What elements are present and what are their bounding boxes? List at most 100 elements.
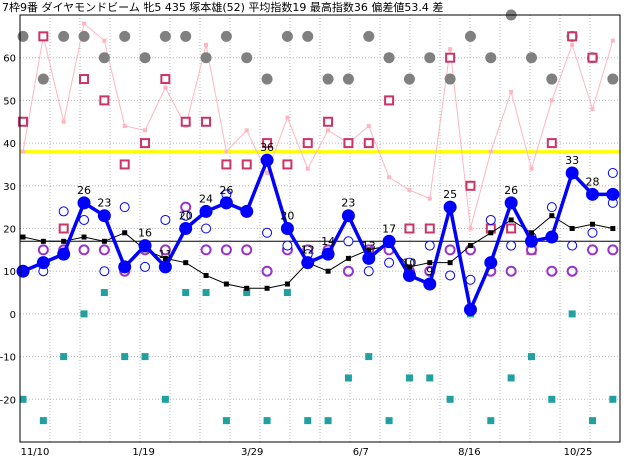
blue-open-marker (99, 266, 110, 277)
pink-point (305, 166, 310, 171)
pink-point (610, 38, 615, 43)
average-point (264, 285, 270, 291)
square-marker (302, 138, 313, 149)
pink-point (21, 149, 25, 154)
gray-marker (58, 30, 70, 42)
pink-point (549, 98, 554, 103)
index-data-label: 20 (179, 210, 193, 223)
average-point (589, 221, 595, 227)
purple-marker (159, 244, 171, 256)
teal-marker (202, 289, 210, 297)
average-point (40, 238, 46, 244)
marker-layer (17, 9, 619, 425)
square-marker (160, 74, 171, 85)
teal-marker (141, 353, 149, 361)
data-labels: 26 23 16 11 20 24 26 36 20 12 14 23 13 17 10 9 25 26 33 28 (77, 141, 599, 278)
index-point (240, 204, 254, 218)
x-tick-label: 10/25 (564, 447, 593, 458)
pink-point (326, 128, 331, 133)
gray-marker (17, 30, 29, 42)
reference-lines (20, 150, 620, 242)
index-point (158, 260, 172, 274)
blue-open-marker (140, 261, 151, 272)
purple-marker (98, 244, 110, 256)
index-point (36, 256, 50, 270)
index-point (138, 239, 152, 253)
purple-marker (37, 244, 49, 256)
gray-marker (119, 30, 131, 42)
square-marker (384, 95, 395, 106)
blue-open-marker (201, 223, 212, 234)
average-point (20, 234, 26, 240)
teal-marker (426, 374, 434, 382)
teal-marker (263, 417, 271, 425)
square-marker (343, 138, 354, 149)
teal-marker (161, 395, 169, 403)
gray-marker (485, 52, 497, 64)
index-data-label: 28 (585, 175, 599, 188)
pink-point (244, 128, 249, 133)
index-data-label: 26 (77, 184, 91, 197)
purple-marker (78, 244, 90, 256)
average-point (81, 234, 87, 240)
pink-point (448, 47, 453, 52)
square-marker (587, 52, 598, 63)
gray-marker (403, 73, 415, 85)
gray-marker (546, 73, 558, 85)
square-marker (282, 159, 293, 170)
average-point (508, 217, 514, 223)
square-marker (38, 31, 49, 42)
index-data-label: 12 (301, 244, 315, 257)
index-point (484, 256, 498, 270)
square-marker (465, 180, 476, 191)
teal-marker (365, 353, 373, 361)
blue-open-marker (424, 240, 435, 251)
average-point (244, 285, 250, 291)
blue-open-marker (363, 266, 374, 277)
purple-marker (200, 244, 212, 256)
average-point (610, 226, 616, 231)
blue-open-marker (180, 210, 191, 221)
y-tick-label: -20 (0, 395, 16, 406)
index-point (524, 234, 538, 248)
pink-point (285, 115, 290, 120)
purple-marker (342, 265, 354, 277)
square-marker (119, 159, 130, 170)
index-point (219, 196, 233, 210)
average-point (427, 260, 433, 266)
axis-labels: -20 -10 0 10 20 30 40 50 60 11/10 1/19 3/29 6/7 8/16 1… (0, 54, 592, 458)
index-point (423, 277, 437, 291)
teal-marker (243, 289, 251, 297)
square-marker (79, 74, 90, 85)
pink-point (529, 166, 534, 171)
chart-title: 7枠9番 ダイヤモンドビーム 牝5 435 塚本雄(52) 平均指数19 最高指… (2, 0, 443, 14)
teal-marker (405, 374, 413, 382)
average-point (528, 230, 534, 236)
y-tick-label: 50 (3, 96, 16, 107)
index-data-label: 24 (199, 192, 213, 205)
average-point (447, 260, 453, 266)
teal-marker (385, 417, 393, 425)
average-point (61, 238, 67, 244)
teal-marker (507, 374, 515, 382)
teal-marker (609, 395, 617, 403)
average-point (223, 281, 229, 287)
square-marker (262, 138, 273, 149)
pink-point (82, 21, 87, 26)
index-point (77, 196, 91, 210)
pink-line (22, 22, 614, 229)
blue-open-marker (262, 227, 273, 238)
pink-point (468, 226, 473, 231)
index-point (362, 251, 376, 265)
gray-marker (281, 30, 293, 42)
gray-marker (342, 73, 354, 85)
square-marker (221, 159, 232, 170)
index-point (260, 153, 274, 167)
teal-marker (527, 353, 535, 361)
square-marker (445, 52, 456, 63)
blue-open-marker (607, 167, 618, 178)
teal-marker (548, 395, 556, 403)
teal-marker (324, 417, 332, 425)
x-tick-label: 3/29 (241, 447, 263, 458)
